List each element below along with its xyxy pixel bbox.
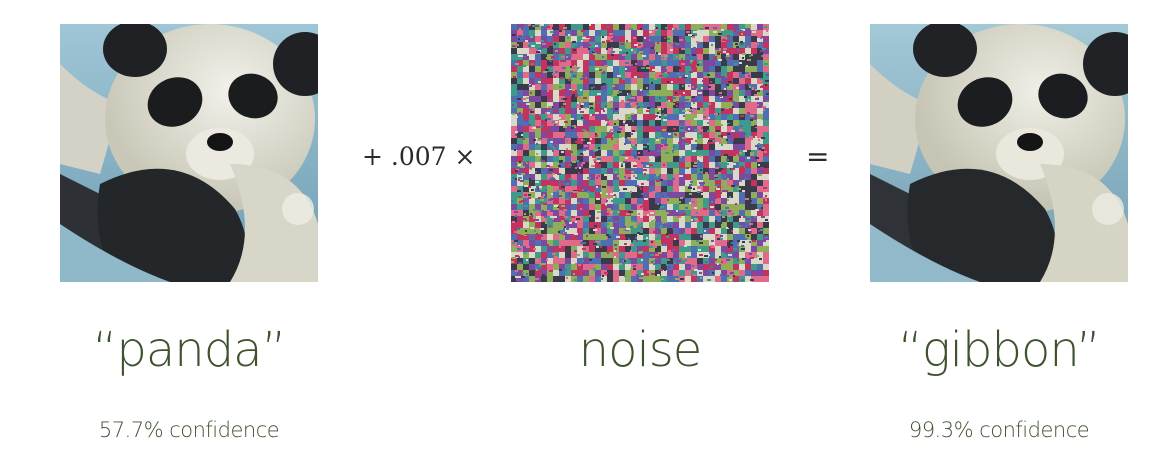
scaled-addition-operator: + .007 ×: [362, 142, 476, 171]
panda-image: [60, 24, 318, 282]
gibbon-confidence: 99.3% confidence: [908, 418, 1090, 442]
panda-class-label: “panda”: [92, 322, 287, 378]
noise-pattern: [511, 24, 769, 282]
panda-illustration: [60, 24, 318, 282]
noise-label: noise: [578, 322, 703, 378]
noise-image: [511, 24, 769, 282]
panda-illustration-perturbed: [870, 24, 1128, 282]
perturbed-panda-image: [870, 24, 1128, 282]
panda-confidence: 57.7% confidence: [98, 418, 280, 442]
equals-operator: =: [806, 140, 830, 173]
gibbon-class-label: “gibbon”: [898, 322, 1101, 378]
